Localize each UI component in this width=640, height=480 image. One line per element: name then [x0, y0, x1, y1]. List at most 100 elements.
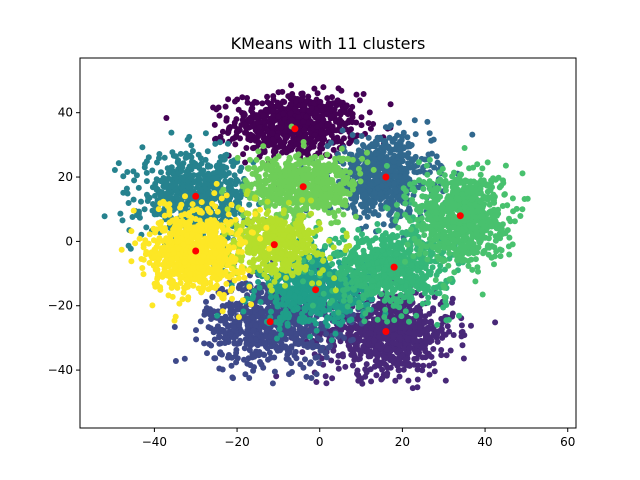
data-point: [425, 334, 432, 341]
data-point: [328, 357, 335, 364]
data-point: [365, 306, 372, 313]
data-point: [396, 334, 403, 341]
data-point: [274, 133, 281, 140]
data-point: [360, 200, 367, 207]
data-point: [282, 302, 289, 308]
data-point: [320, 117, 327, 124]
data-point: [433, 331, 440, 338]
data-point: [158, 169, 164, 176]
data-point: [247, 336, 254, 343]
data-point: [273, 293, 279, 300]
data-point: [216, 334, 223, 341]
data-point: [349, 111, 356, 117]
data-point: [251, 144, 257, 151]
data-point: [219, 128, 226, 135]
data-point: [310, 143, 317, 150]
data-point: [450, 332, 457, 338]
data-point: [360, 91, 367, 97]
data-point: [307, 333, 314, 340]
data-point: [425, 151, 432, 158]
data-point: [383, 236, 390, 243]
data-point: [195, 151, 202, 158]
data-point: [205, 190, 212, 197]
data-point: [138, 198, 144, 205]
data-point: [326, 300, 333, 306]
data-point: [328, 139, 334, 146]
data-point: [354, 340, 360, 347]
data-point: [214, 312, 221, 319]
data-point: [428, 318, 434, 325]
data-point: [414, 267, 421, 274]
data-point: [383, 162, 390, 169]
data-point: [402, 356, 409, 363]
data-point: [136, 208, 142, 215]
data-point: [314, 335, 321, 342]
data-point: [306, 296, 312, 303]
data-point: [174, 188, 181, 195]
data-point: [411, 356, 418, 362]
data-point: [350, 205, 357, 211]
data-point: [348, 351, 355, 358]
data-point: [143, 178, 150, 185]
data-point: [169, 149, 176, 156]
data-point: [165, 170, 172, 177]
data-point: [293, 98, 300, 105]
data-point: [379, 375, 386, 382]
data-point: [232, 141, 239, 148]
data-point: [287, 110, 294, 117]
data-point: [243, 145, 250, 151]
data-point: [460, 355, 467, 362]
data-point: [356, 335, 363, 342]
data-point: [117, 210, 124, 217]
data-point: [395, 367, 402, 374]
data-point: [356, 329, 363, 336]
data-point: [333, 127, 340, 134]
data-point: [334, 304, 341, 311]
data-point: [286, 143, 293, 150]
data-point: [355, 238, 362, 245]
data-point: [330, 347, 337, 354]
data-point: [365, 330, 372, 337]
data-point: [203, 298, 209, 305]
data-point: [436, 267, 443, 274]
data-point: [370, 320, 377, 327]
data-point: [297, 315, 304, 322]
data-point: [217, 317, 224, 324]
data-point: [253, 115, 260, 121]
data-point: [408, 226, 415, 233]
data-point: [492, 319, 499, 326]
data-point: [300, 101, 307, 108]
data-point: [319, 344, 326, 351]
data-point: [354, 259, 361, 266]
data-point: [274, 144, 281, 151]
data-point: [204, 163, 211, 170]
data-point: [263, 106, 270, 113]
data-point: [402, 324, 409, 331]
data-point: [284, 322, 291, 329]
data-point: [419, 354, 426, 361]
data-point: [133, 172, 140, 179]
data-point: [324, 121, 331, 128]
data-point: [227, 310, 234, 317]
data-point: [340, 297, 347, 304]
data-point: [415, 159, 422, 166]
data-point: [384, 318, 391, 325]
data-point: [324, 95, 331, 102]
data-point: [459, 328, 466, 335]
data-point: [219, 366, 226, 373]
data-point: [368, 378, 375, 385]
data-point: [123, 185, 130, 192]
data-point: [402, 258, 408, 265]
data-point: [248, 105, 255, 112]
data-point: [404, 335, 411, 342]
data-point: [250, 367, 257, 374]
data-point: [365, 261, 372, 268]
data-point: [211, 336, 218, 343]
data-point: [218, 351, 225, 358]
data-point: [168, 129, 175, 136]
data-point: [333, 118, 339, 125]
data-point: [267, 294, 274, 301]
data-point: [254, 342, 261, 349]
data-point: [184, 154, 190, 161]
